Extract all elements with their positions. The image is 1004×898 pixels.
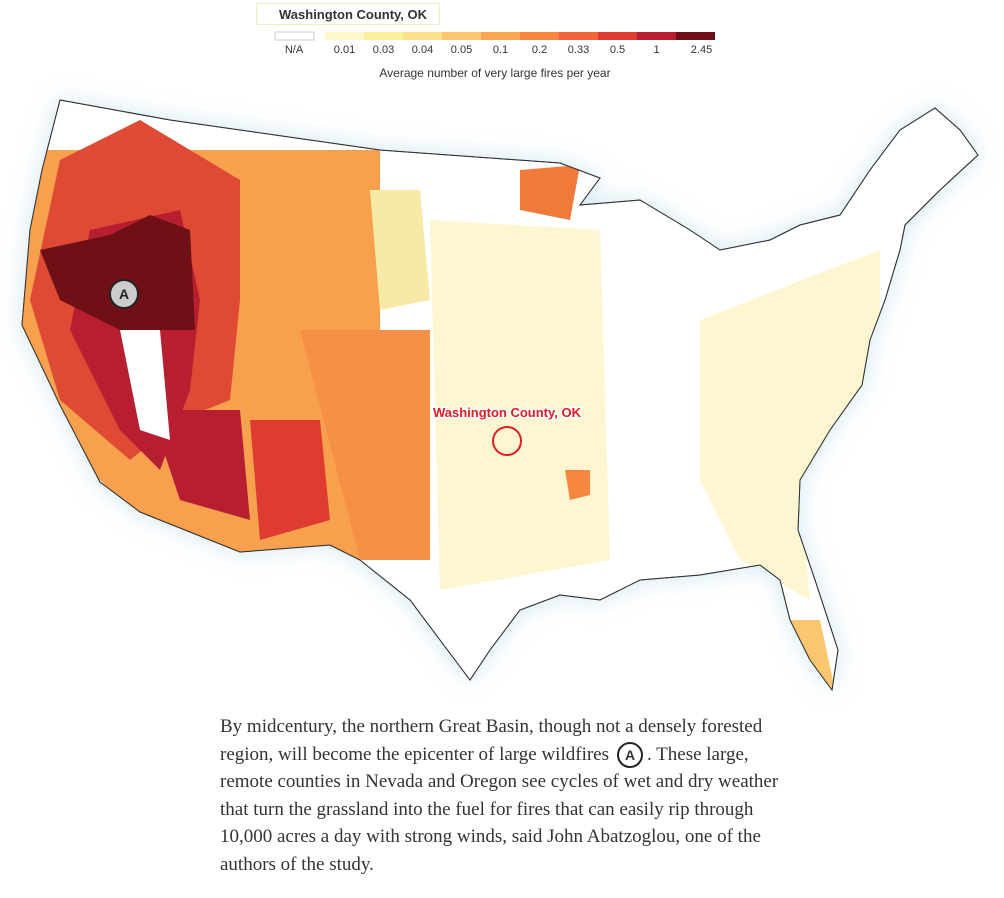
- legend: N/A 0.01 0.03 0.04 0.05 0.1 0.2 0.33 0.5 1 2.45 Ave…: [274, 31, 715, 80]
- legend-label: 0.2: [532, 44, 547, 56]
- map-marker-label: A: [119, 286, 129, 302]
- legend-swatch: [403, 32, 442, 40]
- paragraph: By midcentury, the northern Great Basin,…: [220, 713, 780, 878]
- legend-swatch: [676, 32, 715, 40]
- legend-swatch: [637, 32, 676, 40]
- legend-swatch: [274, 31, 315, 41]
- legend-label: 0.1: [493, 44, 508, 56]
- legend-swatch: [481, 32, 520, 40]
- legend-label: 0.04: [412, 44, 433, 56]
- map-marker: [109, 279, 139, 309]
- legend-swatch: [364, 32, 403, 40]
- paragraph-text: By midcentury, the northern Great Basin,…: [220, 716, 763, 765]
- legend-label: 0.03: [373, 44, 394, 56]
- legend-label: N/A: [285, 44, 304, 56]
- highlight-circle: [492, 426, 522, 456]
- map: A Washington County, OK: [21, 99, 979, 691]
- fire-regions: [22, 120, 880, 690]
- paragraph-marker: A: [617, 742, 643, 769]
- legend-label: 0.33: [568, 44, 589, 56]
- paragraph-text: . These large, remote counties in Nevada…: [220, 743, 779, 875]
- legend-swatch: [598, 32, 637, 40]
- legend-label: 0.05: [451, 44, 472, 56]
- legend-swatch: [559, 32, 598, 40]
- legend-swatch: [442, 32, 481, 40]
- legend-label: 1: [653, 44, 659, 56]
- legend-label: 0.5: [610, 44, 625, 56]
- legend-swatch: [520, 32, 559, 40]
- legend-label: 0.01: [334, 44, 355, 56]
- highlight-label: Washington County, OK: [433, 405, 582, 420]
- legend-swatch: [325, 32, 364, 40]
- legend-caption: Average number of very large fires per y…: [379, 66, 610, 80]
- search-box[interactable]: Washington County, OK: [256, 3, 440, 25]
- legend-label: 2.45: [691, 44, 712, 56]
